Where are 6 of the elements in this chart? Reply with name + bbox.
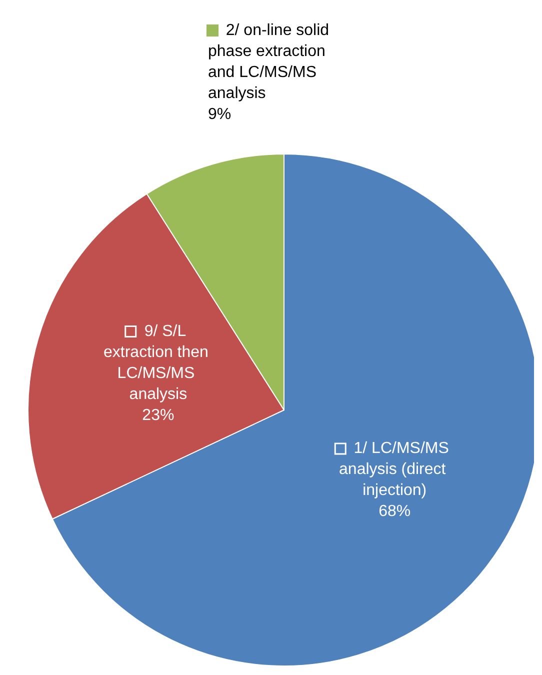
data-label: 23% (142, 406, 174, 424)
legend-label: 1/ LC/MS/MS analysis (direct injection) (339, 440, 454, 500)
data-label: 68% (378, 503, 411, 520)
legend-label: 2/ on-line solid phase extraction and LC/MS/MS analysis (208, 22, 334, 102)
legend-label: 9/ S/L extraction then LC/MS/MS analysis (104, 322, 213, 403)
data-label: 9% (208, 106, 232, 123)
